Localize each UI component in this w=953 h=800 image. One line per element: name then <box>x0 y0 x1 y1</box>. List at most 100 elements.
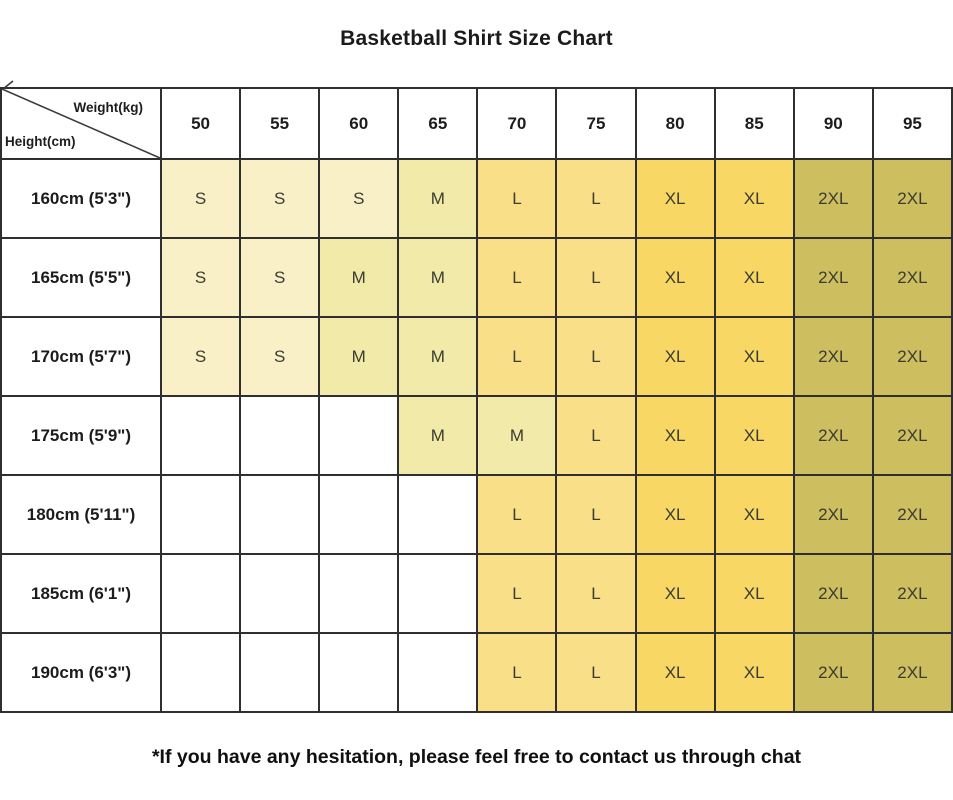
size-cell: M <box>397 316 479 397</box>
size-cell-empty <box>239 553 321 634</box>
corner-header-cell: Weight(kg) Height(cm) <box>0 80 162 160</box>
size-cell-empty <box>318 632 400 713</box>
table-row: 165cm (5'5") S S M M L L XL XL 2XL 2XL <box>0 237 953 318</box>
size-cell: XL <box>634 158 716 239</box>
size-cell: L <box>476 237 558 318</box>
size-cell-empty <box>159 632 242 713</box>
size-cell: XL <box>713 395 795 476</box>
size-cell: 2XL <box>792 553 874 634</box>
size-cell: XL <box>634 474 716 555</box>
size-cell: 2XL <box>792 158 874 239</box>
weight-header-cell: 85 <box>713 87 795 160</box>
weight-header-cell: 90 <box>792 87 874 160</box>
height-row-label: 170cm (5'7") <box>0 316 162 397</box>
size-cell: 2XL <box>871 474 953 555</box>
table-row: 160cm (5'3") S S S M L L XL XL 2XL 2XL <box>0 158 953 239</box>
size-cell: XL <box>634 316 716 397</box>
size-cell: L <box>476 316 558 397</box>
diagonal-divider-line <box>2 89 160 158</box>
size-cell: S <box>239 158 321 239</box>
size-cell: L <box>476 474 558 555</box>
chart-title: Basketball Shirt Size Chart <box>340 27 613 50</box>
size-cell: S <box>159 316 242 397</box>
size-cell-empty <box>239 632 321 713</box>
weight-axis-label: Weight(kg) <box>73 100 144 115</box>
size-cell-empty <box>318 395 400 476</box>
size-cell: 2XL <box>792 395 874 476</box>
height-row-label: 165cm (5'5") <box>0 237 162 318</box>
table-row: 180cm (5'11") L L XL XL 2XL 2XL <box>0 474 953 555</box>
size-cell: S <box>239 237 321 318</box>
header-row: Weight(kg) Height(cm) 50 55 60 65 70 75 80 85 90… <box>0 80 953 160</box>
size-cell: S <box>159 158 242 239</box>
height-row-label: 175cm (5'9") <box>0 395 162 476</box>
size-chart-table: Weight(kg) Height(cm) 50 55 60 65 70 75 80 85 90… <box>0 80 953 713</box>
size-cell: 2XL <box>792 632 874 713</box>
size-cell-empty <box>239 395 321 476</box>
size-cell: XL <box>634 553 716 634</box>
height-row-label: 190cm (6'3") <box>0 632 162 713</box>
size-cell: XL <box>713 474 795 555</box>
size-cell: S <box>159 237 242 318</box>
size-cell: L <box>476 158 558 239</box>
height-row-label: 180cm (5'11") <box>0 474 162 555</box>
weight-header-cell: 60 <box>318 87 400 160</box>
height-row-label: 185cm (6'1") <box>0 553 162 634</box>
weight-header-cell: 75 <box>555 87 637 160</box>
table-row: 170cm (5'7") S S M M L L XL XL 2XL 2XL <box>0 316 953 397</box>
size-cell: L <box>476 553 558 634</box>
size-cell: L <box>555 158 637 239</box>
size-cell: 2XL <box>871 237 953 318</box>
size-cell-empty <box>318 553 400 634</box>
size-cell: M <box>397 237 479 318</box>
size-cell: XL <box>713 237 795 318</box>
size-cell: L <box>555 632 637 713</box>
footer-note: *If you have any hesitation, please feel… <box>151 746 802 768</box>
size-cell-empty <box>239 474 321 555</box>
size-cell: 2XL <box>871 316 953 397</box>
table-row: 175cm (5'9") M M L XL XL 2XL 2XL <box>0 395 953 476</box>
size-cell: L <box>476 632 558 713</box>
size-cell: L <box>555 237 637 318</box>
size-cell-empty <box>397 474 479 555</box>
size-cell: L <box>555 316 637 397</box>
size-cell: 2XL <box>871 158 953 239</box>
height-axis-label: Height(cm) <box>5 134 76 149</box>
size-cell: 2XL <box>871 395 953 476</box>
weight-header-cell: 65 <box>397 87 479 160</box>
size-cell: M <box>397 395 479 476</box>
size-cell: XL <box>713 158 795 239</box>
weight-header-cell: 50 <box>159 87 242 160</box>
height-row-label: 160cm (5'3") <box>0 158 162 239</box>
size-cell: M <box>397 158 479 239</box>
size-cell: XL <box>713 316 795 397</box>
size-cell: XL <box>713 632 795 713</box>
size-cell: XL <box>634 632 716 713</box>
weight-header-cell: 95 <box>871 87 953 160</box>
size-cell: L <box>555 474 637 555</box>
size-cell: XL <box>713 553 795 634</box>
size-cell: 2XL <box>871 553 953 634</box>
table-body: 160cm (5'3") S S S M L L XL XL 2XL 2XL 165cm (5'5")… <box>0 158 953 713</box>
weight-header-cell: 70 <box>476 87 558 160</box>
size-cell-empty <box>397 553 479 634</box>
size-cell-empty <box>159 395 242 476</box>
size-cell-empty <box>159 474 242 555</box>
size-cell: M <box>476 395 558 476</box>
size-cell: 2XL <box>871 632 953 713</box>
size-cell: 2XL <box>792 237 874 318</box>
size-cell: L <box>555 395 637 476</box>
size-cell: XL <box>634 395 716 476</box>
size-cell: S <box>318 158 400 239</box>
size-cell: M <box>318 237 400 318</box>
size-cell-empty <box>397 632 479 713</box>
weight-header-cell: 80 <box>634 87 716 160</box>
size-cell: L <box>555 553 637 634</box>
size-cell-empty <box>318 474 400 555</box>
size-cell: M <box>318 316 400 397</box>
size-cell: 2XL <box>792 474 874 555</box>
size-cell: 2XL <box>792 316 874 397</box>
weight-header-cell: 55 <box>239 87 321 160</box>
table-row: 190cm (6'3") L L XL XL 2XL 2XL <box>0 632 953 713</box>
diagonal-arrow-tail <box>2 80 14 89</box>
